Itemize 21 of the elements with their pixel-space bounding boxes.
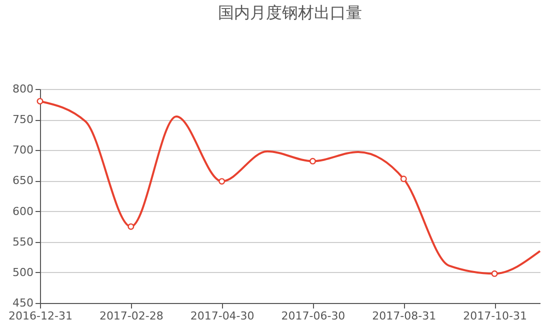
y-tick-label: 500 <box>12 266 34 279</box>
x-tick-label: 2017-04-30 <box>190 310 254 322</box>
point <box>128 223 134 230</box>
point <box>309 158 316 164</box>
x-tick-label: 2017-08-31 <box>372 310 436 322</box>
y-tick-label: 750 <box>12 113 34 126</box>
y-tick-label: 600 <box>12 204 34 218</box>
chart-title: 国内月度钢材出口量 <box>218 3 362 22</box>
x-tick-label: 2016-12-31 <box>8 310 72 322</box>
y-tick-label: 550 <box>12 235 34 248</box>
y-tick-label: 450 <box>12 296 34 310</box>
y-tick-label: 700 <box>12 144 34 157</box>
y-tick-label: 800 <box>12 82 34 96</box>
y-tick-label: 650 <box>12 174 34 188</box>
point <box>491 270 498 277</box>
point <box>36 98 44 104</box>
x-tick-label: 2017-10-31 <box>463 310 528 322</box>
x-tick-label: 2017-02-28 <box>99 310 164 322</box>
point <box>400 176 407 182</box>
x-tick-label: 2017-06-30 <box>281 310 346 322</box>
point <box>218 178 226 185</box>
